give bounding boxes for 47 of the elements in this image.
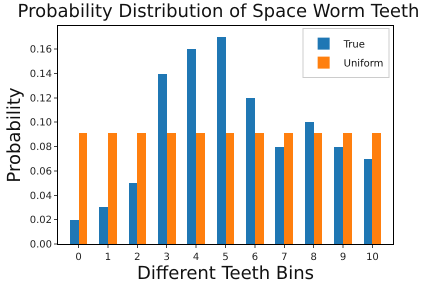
y-tick-label: 0.06	[30, 166, 52, 178]
y-tick-label: 0.14	[30, 69, 52, 80]
bar	[167, 133, 176, 244]
x-tick-label: 10	[366, 252, 379, 263]
x-tick-label: 1	[104, 252, 112, 263]
x-tick-label: 8	[310, 252, 317, 263]
bar	[372, 133, 381, 244]
bar	[79, 133, 87, 244]
legend-label: True	[342, 40, 365, 51]
bar	[196, 133, 205, 244]
y-axis-title: Probability	[4, 87, 25, 183]
bar	[129, 183, 137, 244]
bar	[334, 147, 343, 244]
y-tick-label: 0.16	[30, 44, 52, 56]
bar	[108, 133, 117, 244]
x-tick-label: 2	[134, 252, 141, 263]
bar	[137, 133, 146, 244]
bar	[246, 98, 255, 244]
bar	[343, 133, 352, 244]
x-tick-label: 0	[75, 252, 82, 263]
x-tick-label: 4	[192, 252, 200, 263]
bar	[275, 147, 284, 244]
y-tick-label: 0.04	[30, 190, 52, 202]
x-tick-label: 9	[340, 252, 346, 263]
legend-label: Uniform	[344, 58, 384, 70]
y-tick-label: 0.00	[30, 240, 52, 250]
chart-title: Probability Distribution of Space Worm Teeth	[18, 0, 420, 22]
x-axis-title: Different Teeth Bins	[136, 263, 314, 284]
y-tick-label: 0.08	[30, 142, 52, 154]
bar	[255, 133, 264, 244]
bar	[187, 49, 196, 244]
bar	[305, 122, 314, 244]
bar	[284, 133, 293, 244]
x-tick-label: 7	[281, 252, 288, 263]
bar	[314, 133, 322, 244]
bar	[217, 37, 226, 244]
x-tick-label: 6	[252, 252, 258, 263]
y-tick-label: 0.12	[30, 93, 52, 104]
x-tick-label: 5	[222, 252, 229, 263]
bar	[226, 133, 234, 244]
bar	[364, 159, 372, 244]
y-tick-label: 0.10	[30, 118, 52, 129]
x-tick-label: 3	[164, 252, 170, 263]
bar	[158, 74, 167, 244]
y-tick-label: 0.02	[30, 215, 52, 226]
bar	[70, 220, 79, 244]
bar	[99, 207, 108, 244]
